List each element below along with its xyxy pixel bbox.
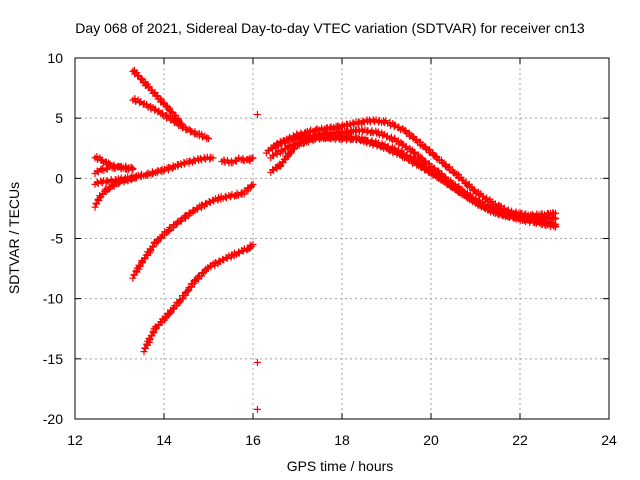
x-tick-label: 20: [423, 432, 439, 448]
series-arc-lower-2: [140, 241, 257, 356]
data-point: [253, 405, 261, 413]
data-point: [170, 305, 178, 313]
x-tick-label: 14: [156, 432, 172, 448]
data-point: [136, 99, 144, 107]
data-point: [249, 241, 257, 249]
data-point: [131, 173, 139, 181]
data-point: [459, 190, 467, 198]
data-point: [97, 165, 105, 173]
chart-title: Day 068 of 2021, Sidereal Day-to-day VTE…: [75, 20, 585, 36]
data-point: [253, 358, 261, 366]
data-point: [91, 203, 99, 211]
data-point: [137, 74, 145, 82]
y-tick-label: -20: [43, 411, 63, 427]
data-point: [248, 155, 256, 163]
series-isolated: [253, 111, 261, 413]
data-point: [187, 126, 195, 134]
data-point: [438, 158, 446, 166]
x-tick-label: 24: [601, 432, 617, 448]
y-tick-label: -5: [51, 231, 64, 247]
x-tick-label: 12: [67, 432, 83, 448]
data-point: [249, 154, 257, 162]
series-arc-right-1: [262, 116, 560, 221]
series-arc-mid-flat: [218, 154, 257, 167]
grid: [75, 58, 609, 419]
x-tick-label: 18: [334, 432, 350, 448]
data-point: [141, 254, 149, 262]
series-arc-lower-1: [129, 180, 257, 282]
data-point: [180, 158, 188, 166]
data-layer: [91, 66, 560, 413]
x-tick-label: 16: [245, 432, 261, 448]
data-point: [129, 165, 137, 173]
y-tick-label: -15: [43, 351, 63, 367]
data-point: [290, 145, 298, 153]
data-point: [253, 111, 261, 119]
x-axis-label: GPS time / hours: [287, 458, 394, 474]
data-point: [368, 128, 376, 136]
data-point: [203, 134, 211, 142]
y-tick-label: 5: [55, 110, 63, 126]
y-tick-label: 10: [47, 50, 63, 66]
y-axis-label: SDTVAR / TECUs: [6, 182, 22, 294]
data-point: [249, 180, 257, 188]
series-arc-top-2: [129, 95, 212, 143]
data-point: [146, 335, 154, 343]
data-point: [185, 210, 193, 218]
data-point: [149, 243, 157, 251]
data-point: [447, 182, 455, 190]
data-point: [129, 274, 137, 282]
data-point: [198, 270, 206, 278]
data-point: [449, 168, 457, 176]
data-point: [453, 170, 461, 178]
y-tick-label: 0: [55, 170, 63, 186]
data-point: [205, 135, 212, 143]
plot-frame: [74, 57, 610, 420]
series-arc-right-4: [271, 131, 560, 231]
data-point: [124, 166, 132, 174]
data-point: [140, 348, 148, 356]
data-point: [552, 222, 560, 230]
x-tick-label: 22: [512, 432, 528, 448]
y-tick-label: -10: [43, 291, 63, 307]
axis-ticks: 12 14 16 18 20 22 24 10 5 0 -5 -10 -15 -20: [43, 50, 617, 448]
data-point: [532, 219, 540, 227]
data-point: [398, 142, 406, 150]
data-point: [552, 214, 560, 222]
series-arc-left-b: [91, 162, 137, 178]
data-point: [128, 164, 136, 172]
series-arc-mid-rise: [91, 153, 217, 188]
data-point: [157, 234, 165, 242]
data-point: [368, 138, 376, 146]
data-point: [209, 154, 217, 162]
